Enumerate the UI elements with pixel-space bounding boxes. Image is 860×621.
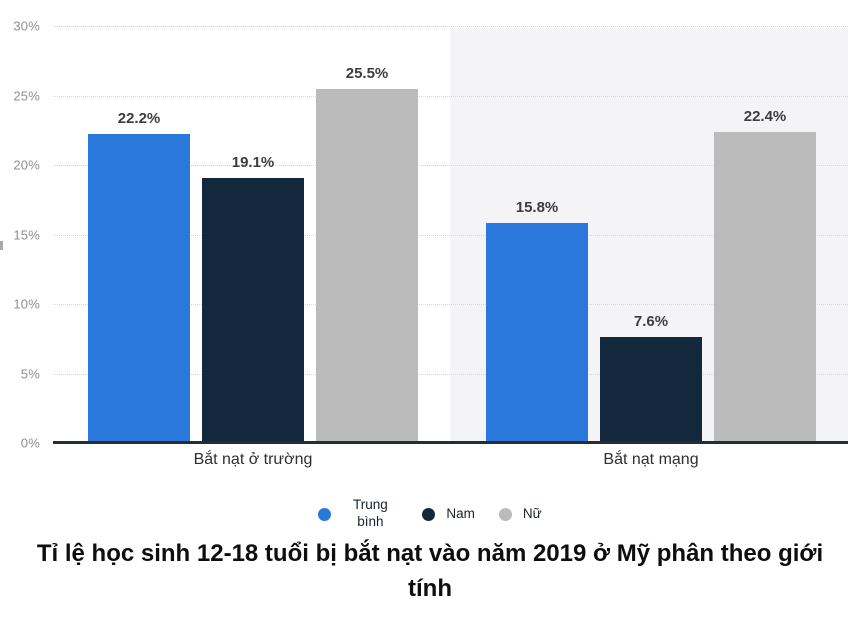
bar-nam[interactable] [600, 337, 702, 443]
y-axis-tick-label: 30% [13, 18, 40, 34]
chart-title-line-1: Tỉ lệ học sinh 12-18 tuổi bị bắt nạt vào… [36, 540, 824, 567]
legend-label: Nữ [522, 505, 542, 521]
y-axis-tick-label: 20% [13, 157, 40, 173]
legend-label: Nam [446, 505, 475, 521]
y-gridline [53, 373, 848, 375]
y-gridline [53, 304, 848, 305]
legend-color-dot-icon [318, 507, 332, 521]
y-axis-title-clipped [0, 241, 3, 250]
y-axis-tick-label: 0% [20, 435, 40, 451]
bar-trung-bình[interactable] [88, 134, 190, 443]
y-axis-tick-label: 25% [13, 88, 40, 103]
bar-value-label: 19.1% [231, 153, 275, 171]
y-gridline [53, 234, 848, 236]
bar-value-label: 7.6% [633, 313, 669, 331]
y-gridline [53, 165, 848, 166]
bar-value-label: 22.2% [117, 110, 161, 128]
legend-item-nữ[interactable]: Nữ [498, 505, 542, 523]
y-axis-tick-label: 5% [20, 366, 40, 381]
bar-trung-bình[interactable] [486, 223, 588, 443]
plot-area: 0% 5% 10% 15% 20% 25% 30% 22.2% 19.1% 25.5% Bắt nạ… [0, 18, 848, 468]
y-gridline [53, 95, 848, 97]
y-gridline [53, 26, 848, 27]
chart-title-line-2: tính [408, 575, 452, 602]
legend-label: Trung bình [352, 497, 388, 529]
bar-nam[interactable] [202, 177, 304, 443]
y-axis-tick-label: 10% [13, 296, 40, 312]
bar-value-label: 25.5% [345, 64, 389, 82]
bar-value-label: 15.8% [515, 199, 559, 217]
legend-color-dot-icon [422, 507, 436, 521]
x-axis-line [53, 441, 848, 444]
legend-item-nam[interactable]: Nam [422, 506, 475, 523]
y-axis-tick-label: 15% [13, 227, 40, 242]
legend-color-dot-icon [498, 507, 512, 521]
chart-title: Tỉ lệ học sinh 12-18 tuổi bị bắt nạt vào… [0, 536, 860, 606]
bar-value-label: 22.4% [743, 107, 787, 125]
x-axis-category-label: Bắt nạt ở trường [193, 451, 313, 468]
bar-nữ[interactable] [316, 88, 418, 443]
legend-item-trung-bình[interactable]: Trung bình [318, 497, 398, 531]
bar-nữ[interactable] [714, 131, 816, 443]
x-axis-category-label: Bắt nạt mạng [603, 451, 699, 468]
legend: Trung bình Nam Nữ [0, 492, 860, 536]
